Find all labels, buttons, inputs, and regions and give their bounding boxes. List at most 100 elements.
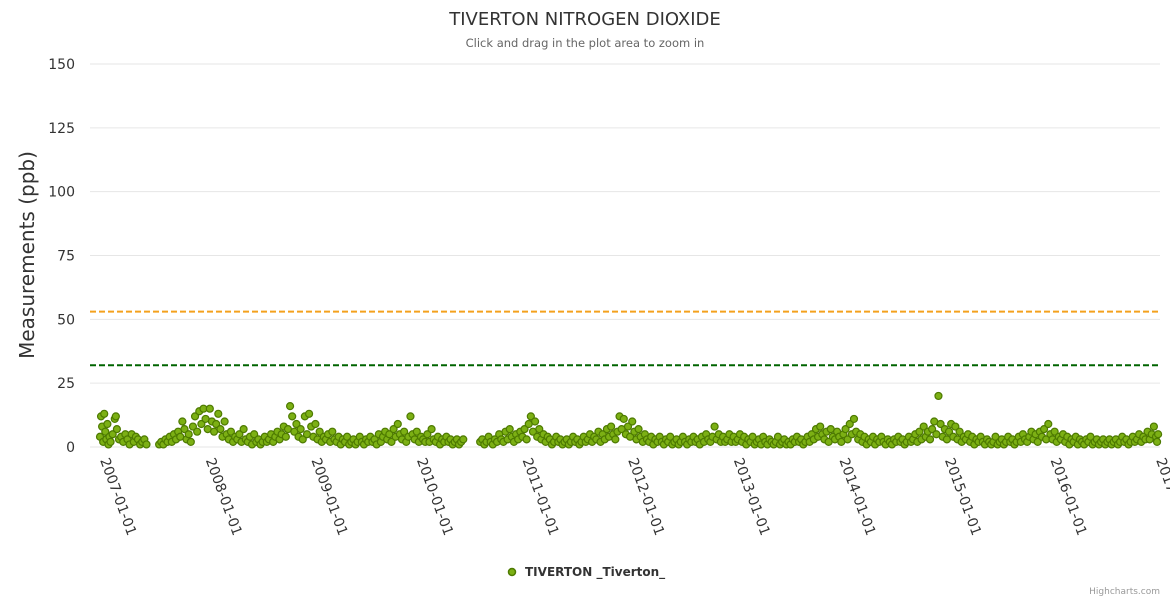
y-tick-label: 25 [57, 376, 75, 392]
data-point[interactable] [427, 425, 436, 434]
data-point[interactable] [298, 435, 307, 444]
data-point[interactable] [220, 417, 229, 426]
data-point[interactable] [459, 435, 468, 444]
data-point[interactable] [186, 437, 195, 446]
data-point[interactable] [1044, 419, 1053, 429]
data-point[interactable] [710, 422, 719, 431]
data-point[interactable] [288, 412, 297, 421]
x-tick-label: 2012-01-01 [624, 456, 667, 538]
data-point[interactable] [843, 435, 852, 444]
y-axis-ticks: 0 25 50 75 100 125 150 [48, 57, 75, 456]
data-point[interactable] [178, 417, 187, 426]
data-point[interactable] [611, 435, 620, 444]
data-point[interactable] [919, 422, 928, 431]
data-point[interactable] [619, 414, 628, 424]
data-point[interactable] [304, 409, 314, 418]
data-point[interactable] [816, 422, 825, 431]
data-point[interactable] [292, 419, 301, 429]
data-point[interactable] [1152, 437, 1162, 446]
data-point[interactable] [412, 427, 421, 436]
data-point[interactable] [188, 422, 198, 431]
legend-label[interactable]: TIVERTON _Tiverton_ [525, 565, 665, 580]
y-tick-label: 75 [57, 249, 75, 265]
data-point[interactable] [505, 425, 514, 434]
chart-subtitle: Click and drag in the plot area to zoom … [466, 36, 705, 50]
data-point[interactable] [281, 432, 290, 441]
data-point[interactable] [205, 404, 214, 413]
data-point[interactable] [1154, 430, 1163, 439]
data-point[interactable] [936, 419, 945, 429]
data-point[interactable] [111, 412, 120, 421]
data-point[interactable] [239, 425, 248, 434]
data-point[interactable] [1033, 437, 1042, 446]
data-point[interactable] [103, 419, 112, 429]
data-point[interactable] [311, 419, 320, 429]
data-point[interactable] [1149, 422, 1158, 431]
x-tick-label: 2017-01-01 [1152, 456, 1170, 538]
data-point[interactable] [296, 425, 305, 434]
data-point[interactable] [925, 435, 935, 444]
data-point[interactable] [184, 430, 193, 439]
data-point[interactable] [214, 409, 223, 418]
credits-link[interactable]: Highcharts.com [1089, 587, 1160, 597]
data-point[interactable] [607, 422, 616, 431]
data-point[interactable] [845, 419, 854, 429]
data-point[interactable] [628, 417, 637, 426]
data-point[interactable] [193, 427, 202, 436]
data-point[interactable] [216, 425, 225, 434]
data-point[interactable] [212, 419, 221, 429]
data-point[interactable] [190, 412, 200, 421]
data-point[interactable] [226, 427, 236, 436]
data-point[interactable] [522, 435, 531, 444]
data-point[interactable] [387, 437, 396, 446]
data-point[interactable] [915, 427, 924, 436]
data-point[interactable] [108, 430, 117, 439]
data-point[interactable] [106, 437, 115, 446]
data-point[interactable] [285, 402, 295, 411]
y-tick-label: 125 [48, 121, 75, 137]
data-point[interactable] [100, 409, 109, 418]
data-point[interactable] [180, 425, 189, 434]
data-point[interactable] [250, 430, 259, 439]
x-tick-label: 2007-01-01 [96, 456, 139, 538]
data-point[interactable] [849, 414, 859, 424]
data-point[interactable] [530, 417, 540, 426]
data-point[interactable] [101, 427, 110, 436]
data-point[interactable] [944, 427, 954, 436]
data-point[interactable] [315, 427, 324, 436]
data-point[interactable] [406, 412, 415, 421]
chart-title: TIVERTON NITROGEN DIOXIDE [448, 9, 721, 30]
data-point[interactable] [235, 430, 244, 439]
data-point[interactable] [393, 419, 402, 429]
data-point[interactable] [142, 440, 151, 449]
y-tick-label: 150 [48, 57, 75, 73]
data-point[interactable] [841, 425, 850, 434]
data-point[interactable] [328, 427, 337, 436]
data-point[interactable] [623, 422, 633, 431]
data-point[interactable] [526, 412, 535, 421]
data-point[interactable] [951, 422, 960, 431]
x-tick-label: 2014-01-01 [835, 456, 878, 538]
data-point[interactable] [955, 427, 964, 436]
data-point[interactable] [1039, 425, 1049, 434]
y-axis-label: Measurements (ppb) [15, 151, 39, 359]
x-tick-label: 2011-01-01 [519, 456, 562, 538]
data-point[interactable] [197, 419, 206, 429]
y-tick-label: 100 [48, 185, 75, 201]
data-point[interactable] [112, 425, 121, 434]
data-point[interactable] [400, 427, 409, 436]
data-point[interactable] [634, 425, 643, 434]
data-point[interactable] [520, 425, 529, 434]
data-point[interactable] [535, 425, 544, 434]
data-point[interactable] [423, 430, 432, 439]
data-point[interactable] [934, 391, 943, 401]
data-point[interactable] [389, 425, 398, 434]
x-tick-label: 2013-01-01 [730, 456, 773, 538]
x-tick-label: 2015-01-01 [941, 456, 984, 538]
legend[interactable]: TIVERTON _Tiverton_ [507, 565, 666, 580]
data-point[interactable] [1050, 427, 1059, 436]
data-point[interactable] [928, 425, 937, 434]
scatter-series[interactable] [95, 391, 1163, 449]
legend-marker[interactable] [507, 567, 517, 577]
